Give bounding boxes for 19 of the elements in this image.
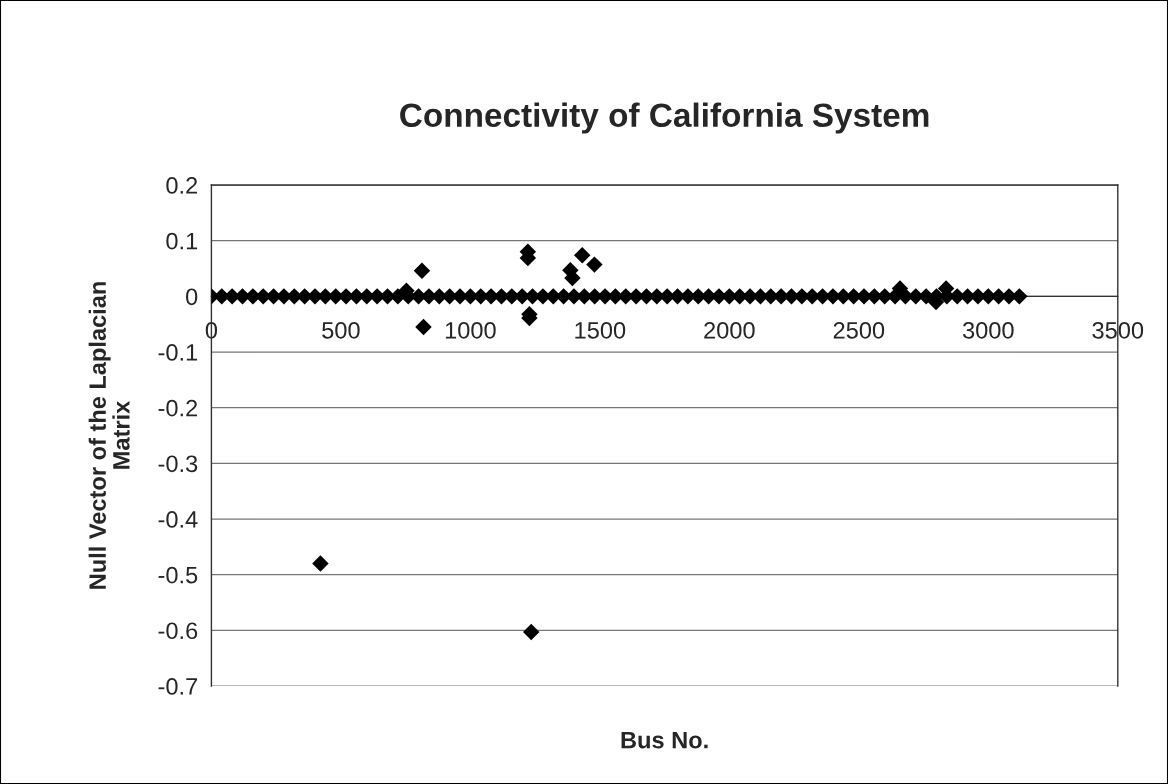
x-axis-title: Bus No. — [621, 731, 708, 749]
y-tick-label: -0.3 — [158, 455, 198, 473]
x-tick-label: 2000 — [704, 321, 755, 339]
x-tick-label: 1500 — [575, 321, 626, 339]
x-tick-label: 1000 — [445, 321, 496, 339]
y-tick-label: 0.1 — [166, 232, 198, 250]
y-tick-label: -0.1 — [158, 344, 198, 361]
x-tick-label: 2500 — [833, 321, 885, 339]
y-tick-label: -0.6 — [158, 622, 198, 640]
y-tick-label: -0.2 — [158, 399, 198, 417]
y-tick-label: -0.4 — [158, 511, 198, 528]
x-tick-label: 3000 — [962, 321, 1014, 339]
y-tick-label: 0.2 — [166, 177, 198, 194]
x-tick-label: 500 — [322, 321, 360, 339]
chart-title: Connectivity of California System — [400, 102, 929, 134]
y-axis-title: Null Vector of the Laplacian Matrix — [88, 282, 130, 589]
y-tick-label: -0.7 — [158, 678, 198, 695]
y-tick-label: 0 — [186, 288, 198, 306]
y-tick-label: -0.5 — [158, 566, 198, 584]
